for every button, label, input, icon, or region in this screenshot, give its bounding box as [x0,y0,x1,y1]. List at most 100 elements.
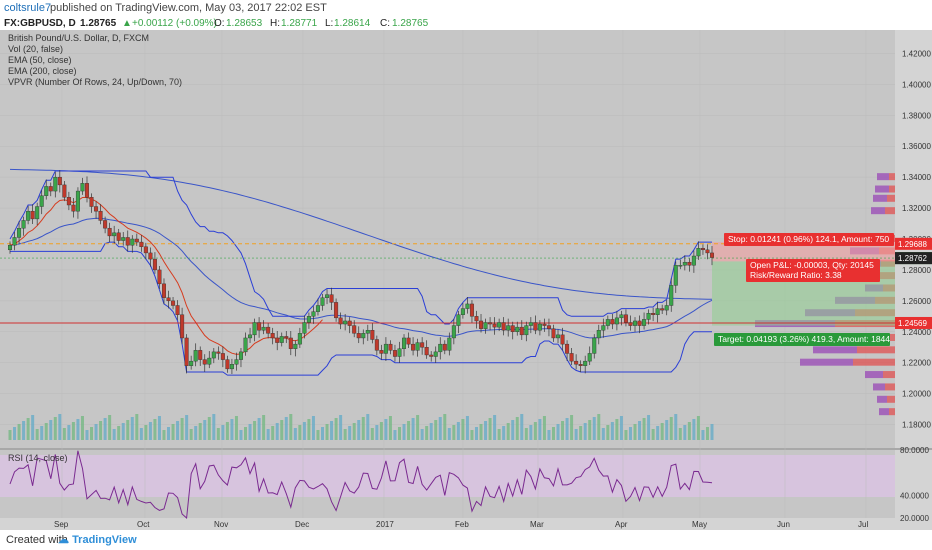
candle-body [130,238,135,246]
short-ema-line [9,196,323,355]
price-change: +0.00112 (+0.09%) [132,18,217,29]
volume-bar [416,415,420,440]
rsi-axis[interactable] [895,450,932,518]
candle-body [297,333,302,345]
volume-bar [212,414,216,440]
candle-body [438,343,443,353]
volume-bar [551,427,555,440]
author-link[interactable]: coltsrule7 [4,2,52,14]
price-tag-label: 1.24569 [898,319,927,328]
volume-bar [8,430,12,440]
candle-body [229,364,234,370]
volume-bar [456,422,460,440]
vpvr-down [887,395,895,403]
y-tick-label: 1.36000 [902,142,931,151]
volume-bar [189,429,193,440]
candle-body [189,360,194,366]
candle-body [587,353,592,362]
candle-body [710,252,715,258]
tradingview-logo[interactable]: ☁ TradingView [58,533,137,546]
volume-bar [31,415,35,440]
rsi-tick-label: 40.0000 [900,491,929,500]
candle-body [392,350,397,357]
candle-body [257,322,262,331]
candle-body [270,333,275,339]
volume-bar [502,426,506,440]
volume-bar [692,419,696,440]
candle-body [112,232,117,237]
candle-body [125,237,130,246]
high-value: 1.28771 [281,18,318,29]
x-axis-ticks: Sep Oct Nov Dec 2017 Feb Mar Apr May Jun Jul [54,520,868,529]
volume-bar [610,422,614,440]
vpvr-up [813,346,857,354]
volume-bar [80,416,84,440]
y-tick-label: 1.26000 [902,297,931,306]
candle-body [62,184,67,198]
vpvr-up [877,395,887,403]
candle-body [515,326,520,332]
volume-bar [461,419,465,440]
price-tag [895,316,932,329]
candle-body [524,325,529,336]
volume-bar [606,425,610,440]
volume-bar [660,423,664,440]
candle-body [334,302,339,319]
volume-bar [665,420,669,440]
symbol-label[interactable]: FX:GBPUSD, D [4,18,76,29]
volume-bar [348,426,352,440]
volume-bar [384,419,388,440]
volume-bar [244,427,248,440]
x-tick-label: Oct [137,520,150,529]
candle-body [628,322,633,326]
x-tick-label: Mar [530,520,544,529]
volume-bar [94,424,98,440]
volume-bar [53,417,57,440]
volume-bar [257,418,261,440]
candle-body [293,343,298,349]
long-position-tool[interactable] [712,242,895,326]
volume-bar [148,422,152,440]
candle-body [601,325,606,331]
open-label: O: [214,18,225,29]
candle-body [623,314,628,323]
volume-bar [701,430,705,440]
candle-body [460,308,465,315]
volume-bar [334,418,338,440]
volume-bar [488,418,492,440]
volume-bar [230,419,234,440]
volume-bar [253,421,257,440]
candle-body [556,334,561,339]
vpvr-up [865,371,883,379]
time-axis[interactable] [0,518,932,530]
legend: British Pound/U.S. Dollar, D, FXCM Vol (… [8,33,182,463]
volume-bar [601,428,605,440]
volume-bar [185,415,189,440]
footer: Created with ☁ TradingView [0,530,932,550]
candle-body [134,238,139,243]
volume-bar [90,427,94,440]
candle-body [469,303,474,317]
volume-bar [366,414,370,440]
volume-bar [651,429,655,440]
price-chart[interactable]: 80.0000 40.0000 20.0000 1.42000 1.40000 1.38… [0,30,932,530]
candle-body [66,197,71,206]
candle-body [592,337,597,354]
candle-body [238,351,243,360]
volume-bar [379,422,383,440]
candle-body [379,350,384,354]
vpvr-up [873,194,887,202]
x-tick-label: Dec [295,520,309,529]
position-annotations: Stop: 0.01241 (0.96%) 124.1, Amount: 750… [714,233,894,346]
candle-body [252,322,257,336]
channel-upper [9,170,712,325]
candle-body [143,246,148,254]
volume-bar [17,424,21,440]
volume-bar [248,424,252,440]
publish-info: published on TradingView.com, May 03, 20… [50,2,327,14]
candle-body [546,325,551,329]
candle-body [225,359,230,370]
volume-bar [339,415,343,440]
candle-body [207,357,212,365]
candle-body [216,351,221,354]
